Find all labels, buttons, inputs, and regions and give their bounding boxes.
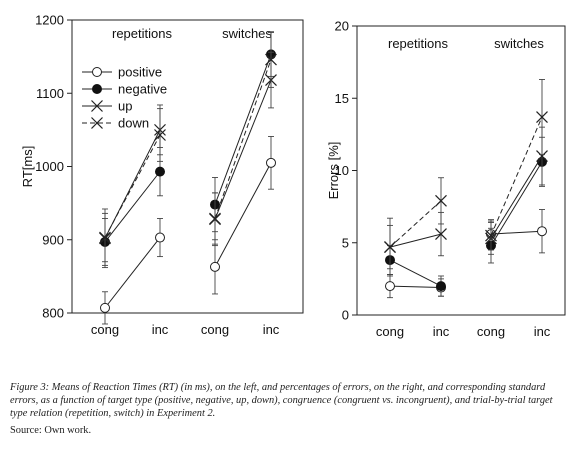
group-label: switches [222,26,272,41]
data-point [485,229,497,242]
x-tick-label: cong [477,324,505,339]
x-tick-label: cong [376,324,404,339]
legend-item: up [82,99,132,114]
series-line [214,162,272,268]
figure-source: Source: Own work. [10,425,92,436]
legend-label: negative [118,82,167,97]
data-point [155,232,165,243]
x-tick-label: inc [433,324,450,339]
data-point [99,231,111,244]
series-line [389,285,442,289]
legend-label: positive [118,65,162,80]
y-tick-label: 1000 [35,159,64,174]
data-point [154,129,166,141]
plot-frame [356,25,566,316]
series-line [104,134,161,238]
x-marker-stroke [265,53,277,66]
y-tick-label: 1200 [35,13,64,28]
x-marker-stroke [99,231,111,244]
group-label: repetitions [388,36,448,51]
series-line [389,200,442,248]
data-point [536,150,548,162]
data-point [435,194,447,207]
y-tick-label: 800 [42,306,64,321]
data-point [100,302,110,313]
x-marker-stroke [154,129,166,141]
y-axis-label: Errors [%] [326,142,341,200]
series-line [490,230,543,235]
legend-item: negative [82,82,167,97]
x-tick-label: inc [534,324,551,339]
series-down [384,79,548,270]
x-tick-label: cong [91,322,119,337]
x-marker-stroke [384,241,396,254]
legend: positive negative up down [82,65,167,131]
x-tick-label: inc [152,322,169,337]
y-axis-label: RT[ms] [20,146,35,188]
series-line [389,259,442,287]
y-tick-label: 0 [342,308,349,323]
x-marker-stroke [536,111,548,123]
series-positive [385,209,547,299]
data-point [384,241,396,254]
y-tick-label: 15 [335,91,349,106]
rt-chart: 800 900 1000 1100 1200 RT[ms] cong inc cong inc re… [20,13,304,337]
data-point [385,281,395,292]
legend-item: positive [82,65,162,80]
series-line [214,79,272,220]
data-point [435,228,447,241]
legend-item: down [82,116,149,131]
data-point [537,226,547,237]
y-tick-label: 5 [342,235,349,250]
x-marker-stroke [536,150,548,162]
series-up [384,126,548,277]
legend-marker [91,100,103,112]
series-negative [385,136,547,297]
legend-label: down [118,116,149,131]
legend-marker [92,67,102,77]
y-tick-label: 20 [335,19,349,34]
data-point [436,281,446,292]
y-tick-label: 1100 [36,86,64,101]
figure-canvas: 800 900 1000 1100 1200 RT[ms] cong inc cong inc re… [20,13,566,339]
x-tick-label: inc [263,322,280,337]
x-marker-stroke [485,229,497,242]
data-point [266,157,276,168]
x-marker-stroke [435,228,447,241]
x-marker-stroke [209,212,221,225]
group-label: repetitions [112,26,172,41]
errors-chart: 0 5 10 15 20 Errors [%] cong inc cong inc repetiti… [326,19,566,339]
x-marker-stroke [435,194,447,207]
figure-caption: Figure 3: Means of Reaction Times (RT) (… [10,382,553,419]
legend-label: up [118,99,132,114]
series-down [99,31,277,263]
x-marker-stroke [91,117,103,129]
x-marker-stroke [91,100,103,112]
series-line [490,161,543,246]
data-point [209,212,221,225]
series-line [214,54,272,205]
series-line [490,155,543,239]
series-line [104,171,161,243]
series-line [214,59,272,219]
series-line [490,116,543,236]
series-line [104,237,161,309]
y-tick-label: 10 [335,163,349,178]
series-positive [100,136,276,325]
group-label: switches [494,36,544,51]
legend-marker [92,84,102,94]
y-tick-label: 900 [42,232,64,247]
data-point [265,53,277,66]
x-tick-label: cong [201,322,229,337]
series-line [389,233,442,248]
legend-marker [91,117,103,129]
data-point [536,111,548,123]
data-point [155,166,165,177]
data-point [210,261,220,272]
